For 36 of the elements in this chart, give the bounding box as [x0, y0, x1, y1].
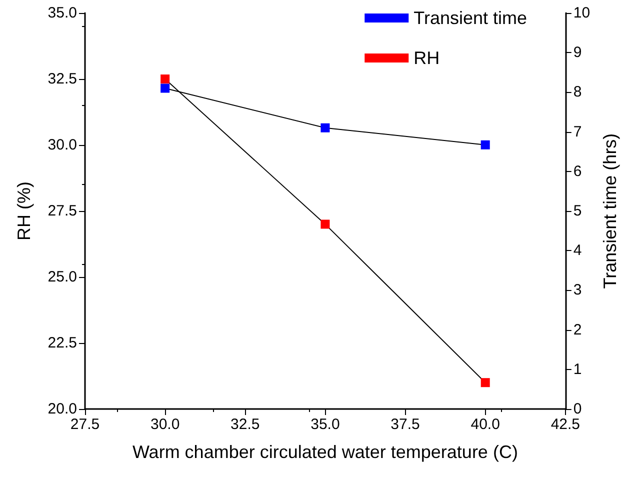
- y2-axis-title: Transient time (hrs): [600, 133, 620, 289]
- point: [160, 74, 170, 84]
- y2-tick-label: 1: [573, 360, 582, 378]
- point: [480, 378, 490, 388]
- y2-tick-label: 2: [573, 321, 582, 338]
- y-tick-label: 20.0: [48, 400, 77, 418]
- point: [320, 220, 330, 229]
- y-tick-label: 22.5: [48, 334, 77, 352]
- y-axis-title: RH (%): [14, 182, 34, 240]
- y2-tick-label: 0: [573, 400, 582, 418]
- y2-tick-label: 6: [573, 162, 582, 180]
- y-tick-label: 32.5: [48, 70, 77, 88]
- y-tick-label: 27.5: [48, 202, 77, 220]
- legend-label: RH: [414, 48, 440, 68]
- y2-tick-label: 9: [573, 44, 582, 62]
- x-tick-label: 42.5: [550, 416, 580, 433]
- y-tick-label: 35.0: [48, 4, 77, 22]
- y-tick-label: 25.0: [48, 268, 77, 286]
- y2-tick-label: 7: [573, 123, 582, 140]
- x-tick-label: 37.5: [390, 416, 420, 433]
- x-tick-label: 35.0: [310, 416, 340, 433]
- y2-tick-label: 4: [573, 242, 582, 260]
- point: [320, 123, 330, 132]
- x-tick-label: 32.5: [230, 416, 260, 433]
- x-tick-label: 27.5: [70, 416, 100, 433]
- y2-tick-label: 10: [573, 4, 590, 22]
- y2-tick-label: 8: [573, 84, 582, 101]
- y-tick-label: 30.0: [48, 136, 77, 154]
- x-tick-label: 40.0: [470, 416, 500, 433]
- y2-tick-label: 3: [573, 282, 582, 299]
- x-tick-label: 30.0: [150, 416, 180, 433]
- point: [160, 84, 170, 93]
- x-axis-title: Warm chamber circulated water temperature (C): [132, 442, 518, 462]
- y2-tick-label: 5: [573, 202, 582, 220]
- point: [480, 140, 490, 150]
- legend-label: Transient time: [414, 8, 528, 28]
